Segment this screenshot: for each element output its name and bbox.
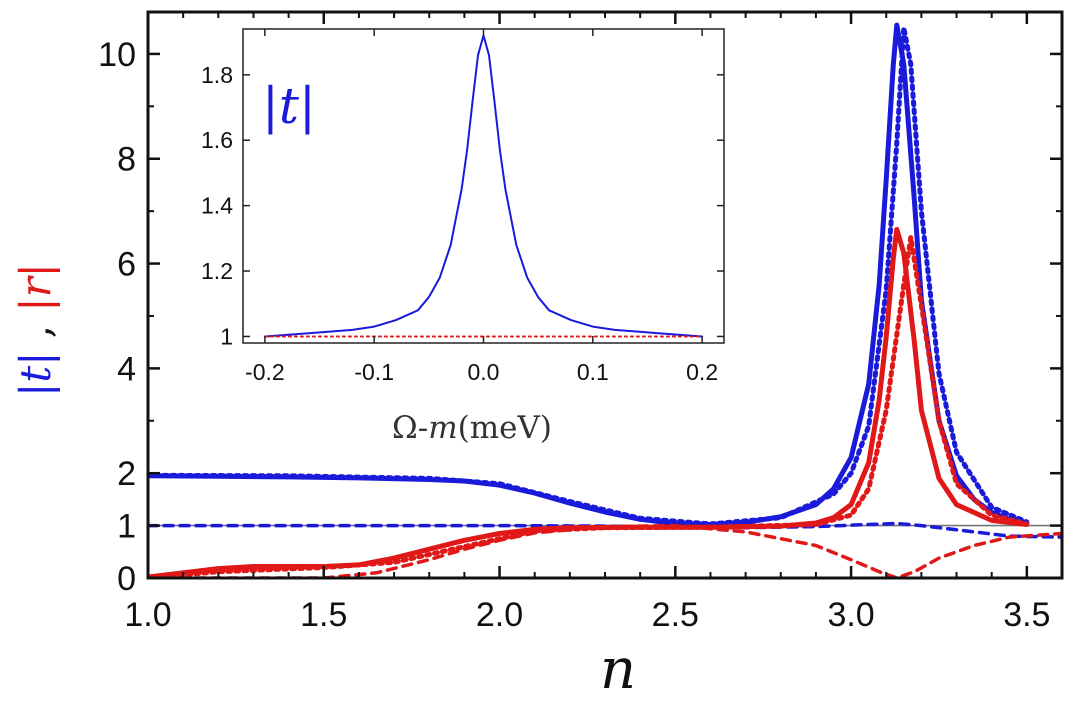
inset-y-tick-label: 1.4 xyxy=(201,193,233,219)
series-r-dotted-line xyxy=(148,234,1030,578)
inset-title: |t| xyxy=(262,77,316,135)
inset-y-tick-label: 1.8 xyxy=(201,62,233,88)
main-x-axis-title: n xyxy=(600,637,636,702)
inset-title-bar-open: | xyxy=(262,77,279,135)
series-r-dashed-line xyxy=(148,523,1062,578)
x-tick-label: 3.0 xyxy=(827,596,874,634)
x-tick-label: 3.5 xyxy=(1003,596,1050,634)
ylabel-t: t xyxy=(11,366,60,383)
inset-y-tick-label: 1.2 xyxy=(201,258,233,284)
main-ticks-group: 1.0 1.5 2.0 2.5 3.0 3.5 0 1 2 4 6 8 10 xyxy=(98,12,1062,634)
inset-title-t: t xyxy=(279,77,300,135)
inset-plot-background xyxy=(243,29,724,343)
y-tick-label: 4 xyxy=(117,350,136,388)
inset-title-bar-close: | xyxy=(299,77,316,135)
y-tick-label: 6 xyxy=(117,246,136,284)
inset-xlabel-suffix: (meV) xyxy=(458,410,552,446)
y-tick-label: 10 xyxy=(98,36,136,74)
inset-plot: -0.2 -0.1 0.0 0.1 0.2 1 1.2 1.4 1.6 1.8 |t| Ω-m(m… xyxy=(201,28,725,446)
ylabel-r: r xyxy=(11,274,60,297)
inset-y-tick-label: 1.6 xyxy=(201,127,233,153)
ylabel-t-bar-open: | xyxy=(11,383,60,397)
ylabel-t-bar-close: | xyxy=(11,352,60,366)
inset-x-tick-label: 0.2 xyxy=(686,359,718,385)
series-t-dotted-line xyxy=(148,25,1030,527)
y-tick-label: 0 xyxy=(117,560,136,598)
main-y-axis-title: |t| , |r| xyxy=(11,263,60,397)
y-tick-label: 1 xyxy=(117,508,136,546)
inset-y-tick-label: 1 xyxy=(220,323,233,349)
y-tick-label: 8 xyxy=(117,141,136,179)
ylabel-separator: , xyxy=(11,312,60,352)
x-tick-label: 2.5 xyxy=(652,596,699,634)
inset-x-tick-label: -0.2 xyxy=(245,359,285,385)
x-tick-label: 1.5 xyxy=(300,596,347,634)
inset-x-tick-label: 0.1 xyxy=(577,359,609,385)
y-tick-label: 2 xyxy=(117,455,136,493)
ylabel-r-bar-close: | xyxy=(11,263,60,277)
series-t-dashed-line xyxy=(148,521,1062,539)
inset-xlabel-prefix: Ω- xyxy=(392,410,428,446)
inset-x-axis-title: Ω-m(meV) xyxy=(392,410,552,446)
main-series-group xyxy=(148,22,1062,578)
inset-x-tick-label: 0.0 xyxy=(468,359,500,385)
x-tick-label: 1.0 xyxy=(124,596,171,634)
inset-x-tick-label: -0.1 xyxy=(354,359,394,385)
svg-text:|t| , |r|: |t| , |r| xyxy=(11,263,60,397)
x-tick-label: 2.0 xyxy=(476,596,523,634)
inset-ticks-group: -0.2 -0.1 0.0 0.1 0.2 1 1.2 1.4 1.6 1.8 xyxy=(201,29,724,385)
inset-xlabel-var: m xyxy=(428,410,457,446)
ylabel-r-bar-open: | xyxy=(11,297,60,311)
